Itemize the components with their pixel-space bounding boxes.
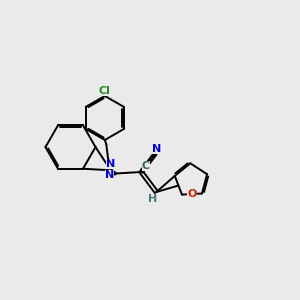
Text: Cl: Cl <box>98 85 110 96</box>
Text: N: N <box>106 160 115 170</box>
Text: H: H <box>148 194 158 203</box>
Text: N: N <box>105 170 114 180</box>
Text: C: C <box>142 160 150 170</box>
Text: N: N <box>152 144 161 154</box>
Text: O: O <box>187 189 196 199</box>
